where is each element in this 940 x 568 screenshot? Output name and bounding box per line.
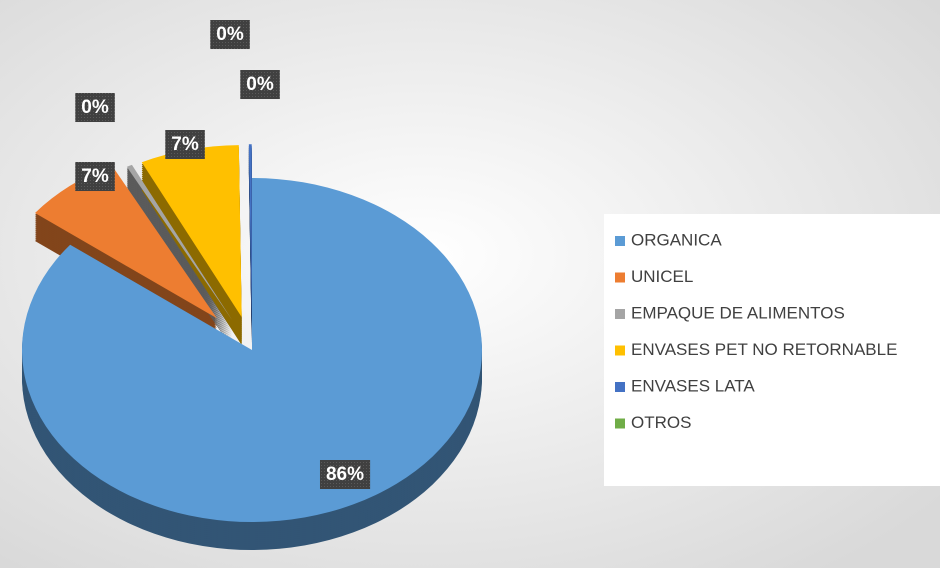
legend-swatch xyxy=(615,236,625,246)
slice xyxy=(35,165,217,319)
slice-side xyxy=(126,178,232,334)
legend-swatch xyxy=(615,345,625,356)
legend-label: EMPAQUE DE ALIMENTOS xyxy=(631,303,845,322)
data-label: 0% xyxy=(81,97,109,118)
slice-side xyxy=(126,174,232,330)
slice-side xyxy=(126,176,232,332)
legend-swatch xyxy=(615,309,625,319)
legend-swatch xyxy=(615,418,625,429)
data-label: 7% xyxy=(81,166,109,187)
legend-label: ENVASES PET NO RETORNABLE xyxy=(631,340,897,359)
legend-swatch xyxy=(615,382,625,392)
data-label: 86% xyxy=(326,464,364,485)
legend-box xyxy=(604,214,940,486)
data-label-box xyxy=(165,130,205,160)
legend-label: ENVASES LATA xyxy=(631,376,755,395)
data-label: 0% xyxy=(246,74,274,95)
legend-label: ORGANICA xyxy=(631,230,722,249)
slice xyxy=(141,145,242,318)
legend-swatch xyxy=(615,272,625,283)
data-label: 0% xyxy=(216,24,244,45)
slice xyxy=(248,144,252,317)
legend-label: UNICEL xyxy=(631,267,693,286)
slice-side xyxy=(126,180,232,336)
slice-side xyxy=(126,182,232,338)
slice xyxy=(126,164,232,320)
data-label-box xyxy=(319,460,371,490)
data-label-box xyxy=(75,162,115,192)
data-label: 7% xyxy=(171,134,199,155)
data-label-box xyxy=(75,93,115,123)
data-label-box xyxy=(210,20,250,50)
data-label-box xyxy=(240,70,280,100)
slice-side xyxy=(126,184,232,340)
slice xyxy=(21,178,482,522)
legend-label: OTROS xyxy=(631,413,691,432)
